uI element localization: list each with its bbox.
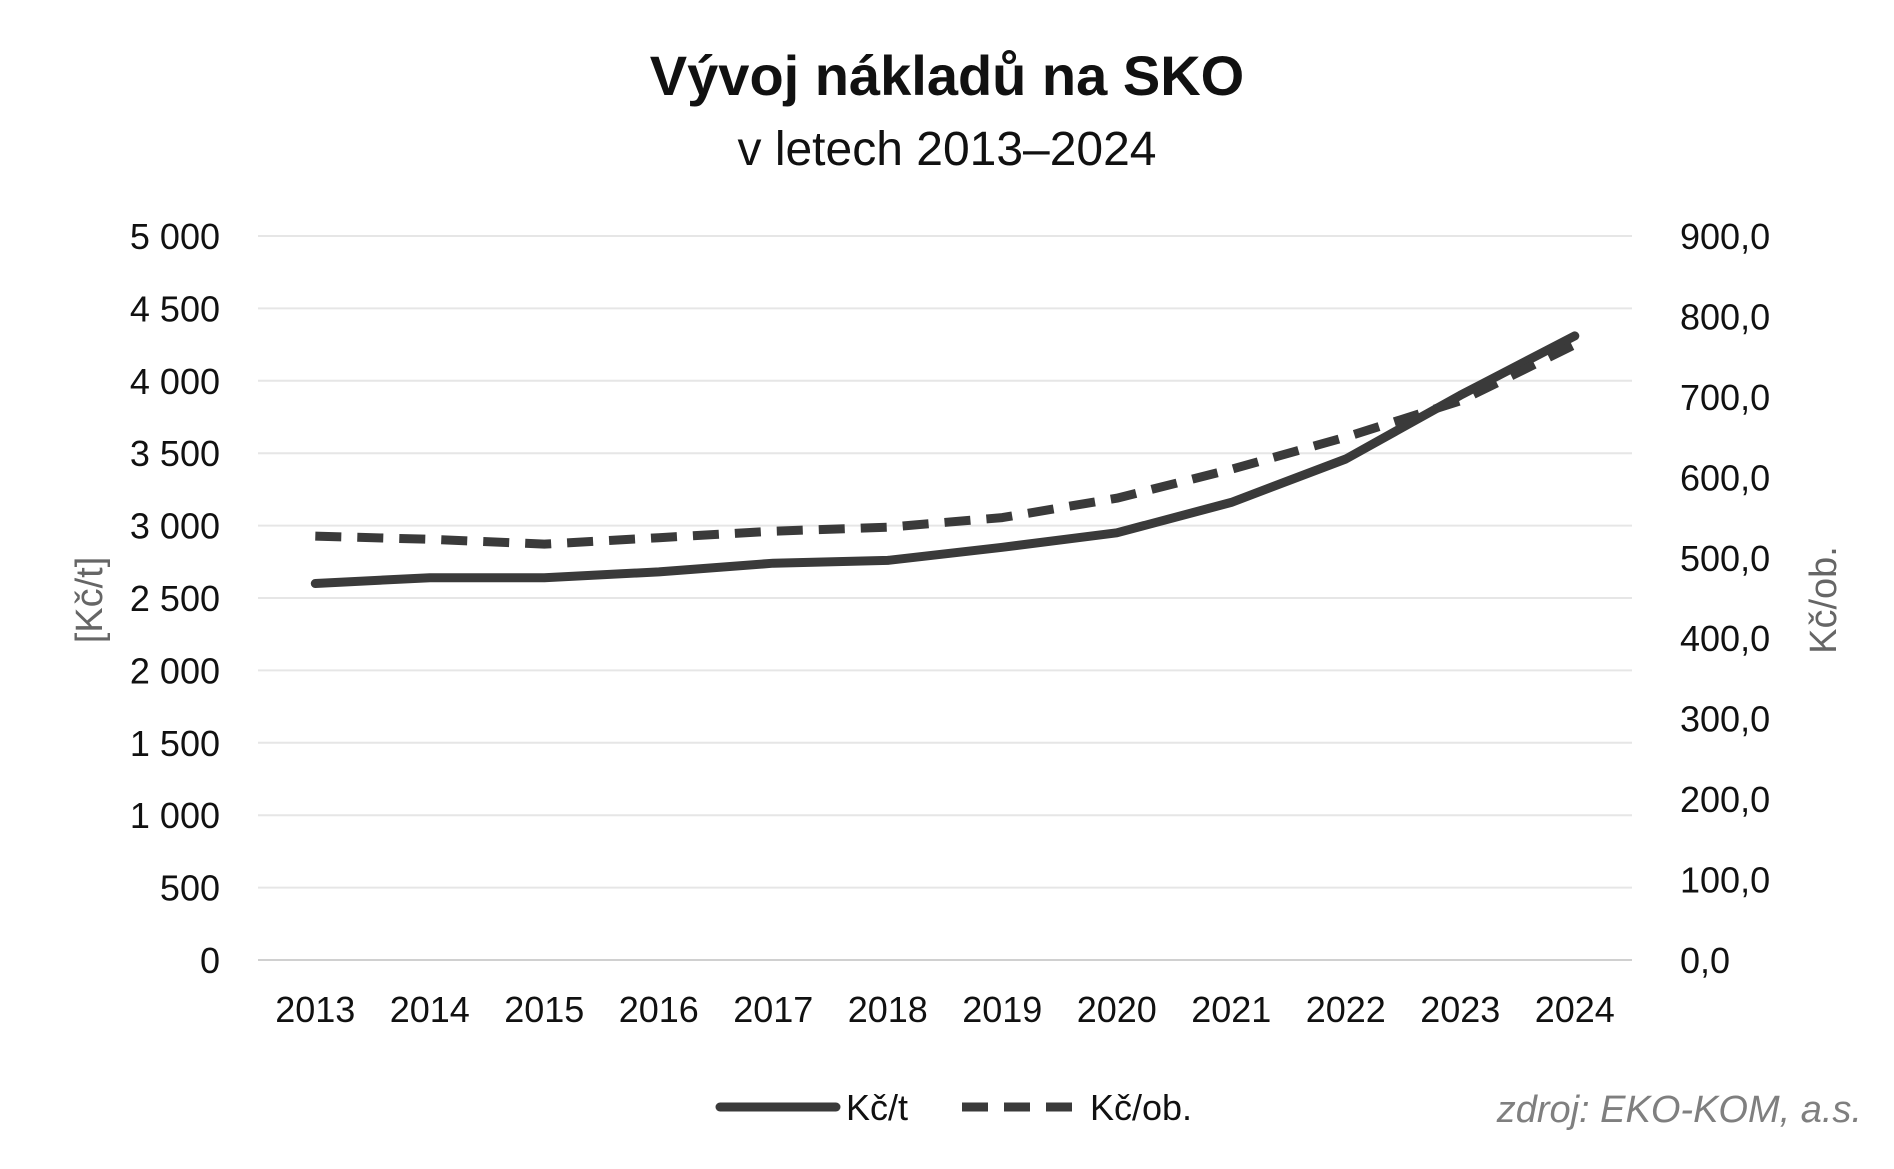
x-tick-label: 2024 <box>1535 989 1615 1030</box>
y-tick-label: 4 000 <box>130 361 220 402</box>
series-layer <box>310 331 1580 588</box>
y2-tick-label: 200,0 <box>1680 779 1770 820</box>
series-line-kc-t <box>310 331 1580 588</box>
chart-title: Vývoj nákladů na SKO <box>650 44 1244 107</box>
y-tick-label: 2 000 <box>130 650 220 691</box>
y2-tick-label: 500,0 <box>1680 538 1770 579</box>
x-tick-label: 2023 <box>1420 989 1500 1030</box>
y2-tick-label: 300,0 <box>1680 699 1770 740</box>
y2-tick-label: 600,0 <box>1680 457 1770 498</box>
y-tick-label: 1 500 <box>130 723 220 764</box>
x-axis-ticks: 2013 2014 2015 2016 2017 2018 2019 2020 2021 2022… <box>275 989 1615 1030</box>
y-tick-label: 3 000 <box>130 506 220 547</box>
y-tick-label: 3 500 <box>130 433 220 474</box>
y-tick-label: 5 000 <box>130 216 220 257</box>
y-tick-label: 4 500 <box>130 288 220 329</box>
y-tick-label: 500 <box>160 868 220 909</box>
x-tick-label: 2021 <box>1191 989 1271 1030</box>
chart-subtitle: v letech 2013–2024 <box>737 123 1156 176</box>
y2-tick-label: 0,0 <box>1680 940 1730 981</box>
legend-label-kc-ob: Kč/ob. <box>1090 1087 1192 1128</box>
y2-axis-ticks: 0,0 100,0 200,0 300,0 400,0 500,0 600,0 700,0 80… <box>1680 216 1770 981</box>
y-tick-label: 0 <box>200 940 220 981</box>
legend: Kč/t Kč/ob. <box>715 1087 1192 1128</box>
x-tick-label: 2022 <box>1306 989 1386 1030</box>
y2-tick-label: 400,0 <box>1680 618 1770 659</box>
x-tick-label: 2018 <box>848 989 928 1030</box>
y2-axis-title: Kč/ob. <box>1803 546 1845 654</box>
x-tick-label: 2014 <box>390 989 470 1030</box>
y2-tick-label: 800,0 <box>1680 296 1770 337</box>
y2-tick-label: 100,0 <box>1680 860 1770 901</box>
gridlines <box>258 235 1632 961</box>
x-tick-label: 2015 <box>504 989 584 1030</box>
y-tick-label: 2 500 <box>130 578 220 619</box>
series-line-kc-ob <box>315 340 1577 549</box>
y2-tick-label: 700,0 <box>1680 377 1770 418</box>
legend-label-kc-t: Kč/t <box>846 1087 908 1128</box>
y2-tick-label: 900,0 <box>1680 216 1770 257</box>
source-note: zdroj: EKO-KOM, a.s. <box>1496 1089 1862 1131</box>
x-tick-label: 2016 <box>619 989 699 1030</box>
x-tick-label: 2013 <box>275 989 355 1030</box>
x-tick-label: 2020 <box>1077 989 1157 1030</box>
y-tick-label: 1 000 <box>130 795 220 836</box>
y-axis-title: [Kč/t] <box>69 557 111 644</box>
x-tick-label: 2017 <box>733 989 813 1030</box>
x-tick-label: 2019 <box>962 989 1042 1030</box>
y-axis-ticks: 0 500 1 000 1 500 2 000 2 500 3 000 3 500 4 000 4… <box>130 216 220 981</box>
